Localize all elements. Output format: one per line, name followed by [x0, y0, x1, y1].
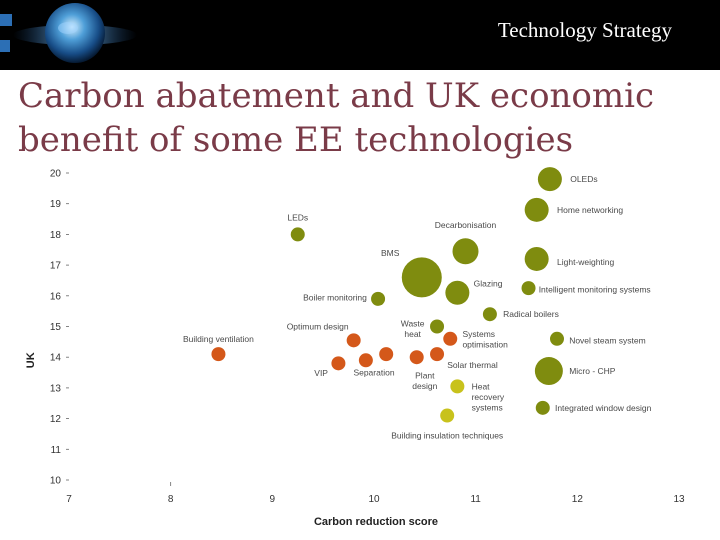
data-point — [450, 379, 465, 394]
data-point — [358, 353, 373, 368]
y-tick-label: 14 — [50, 353, 62, 364]
point-label: Solar thermal — [447, 360, 498, 370]
data-point — [331, 356, 346, 371]
point-label: OLEDs — [570, 174, 597, 184]
header-bar: Technology Strategy — [0, 0, 720, 70]
point-label: Micro - CHP — [569, 366, 616, 376]
data-point — [346, 333, 361, 348]
globe-logo-icon — [0, 3, 137, 63]
x-axis-title: Carbon reduction score — [314, 516, 438, 528]
point-label: Building insulation techniques — [391, 430, 503, 440]
data-point — [211, 347, 226, 362]
data-point — [524, 246, 549, 271]
x-tick-label: 13 — [673, 494, 685, 505]
point-label: LEDs — [287, 213, 308, 223]
data-point — [443, 331, 458, 346]
point-label: Home networking — [557, 205, 623, 215]
x-tick-label: 8 — [168, 494, 174, 505]
data-point — [409, 350, 424, 365]
data-point — [550, 331, 564, 346]
point-label: Glazing — [474, 279, 503, 289]
y-tick-label: 10 — [50, 476, 62, 487]
y-tick-label: 16 — [50, 291, 62, 302]
y-tick-label: 12 — [50, 414, 62, 425]
y-tick-label: 20 — [50, 169, 62, 180]
data-point — [430, 319, 445, 334]
data-point — [440, 408, 455, 423]
point-label: Optimum design — [287, 322, 349, 332]
slide-title: Carbon abatement and UK economic benefit… — [18, 74, 708, 162]
point-label: VIP — [314, 368, 328, 378]
data-point — [401, 257, 442, 298]
y-axis-title: UK — [25, 352, 37, 368]
y-tick-label: 17 — [50, 261, 62, 272]
data-point — [534, 357, 563, 386]
data-point — [521, 281, 536, 296]
data-point — [452, 238, 479, 265]
point-label: BMS — [381, 248, 400, 258]
x-tick-label: 12 — [572, 494, 584, 505]
data-point — [537, 167, 562, 192]
point-label: Intelligent monitoring systems — [539, 285, 651, 295]
data-point — [379, 347, 394, 362]
point-label: Building ventilation — [183, 334, 254, 344]
point-label: Integrated window design — [555, 403, 652, 413]
slide-title-line-2: benefit of some EE technologies — [18, 120, 574, 160]
point-label: Decarbonisation — [435, 220, 497, 230]
slide-title-line-1: Carbon abatement and UK economic — [18, 76, 655, 116]
point-label: Heat recovery systems — [472, 381, 505, 412]
point-label: Light-weighting — [557, 257, 614, 267]
x-tick-label: 10 — [368, 494, 380, 505]
data-point — [371, 291, 386, 306]
x-tick-label: 11 — [470, 494, 481, 505]
data-point — [430, 347, 445, 362]
data-point — [290, 227, 305, 242]
data-point — [482, 307, 497, 322]
point-label: Separation — [353, 368, 394, 378]
data-point — [445, 280, 470, 305]
y-tick-label: 19 — [50, 199, 62, 210]
y-tick-label: 13 — [50, 383, 62, 394]
data-point — [535, 400, 550, 415]
point-label: Systems optimisation — [462, 329, 508, 350]
point-label: Novel steam system — [569, 335, 646, 345]
y-tick-label: 18 — [50, 230, 62, 241]
y-tick-label: 15 — [50, 322, 62, 333]
x-tick-label: 9 — [270, 494, 276, 505]
scatter-chart: 10 11 12 13 14 15 16 17 18 19 20 7 8 9 10 11 12 13 Carbon … — [25, 167, 685, 528]
header-title: Technology Strategy — [497, 18, 672, 42]
point-label: Radical boilers — [503, 309, 559, 319]
point-label: Boiler monitoring — [303, 292, 367, 302]
x-tick-label: 7 — [66, 494, 72, 505]
point-label: Plant design — [412, 371, 437, 392]
y-tick-label: 11 — [51, 445, 62, 456]
data-point — [524, 197, 549, 222]
point-label: Waste heat — [401, 318, 425, 339]
